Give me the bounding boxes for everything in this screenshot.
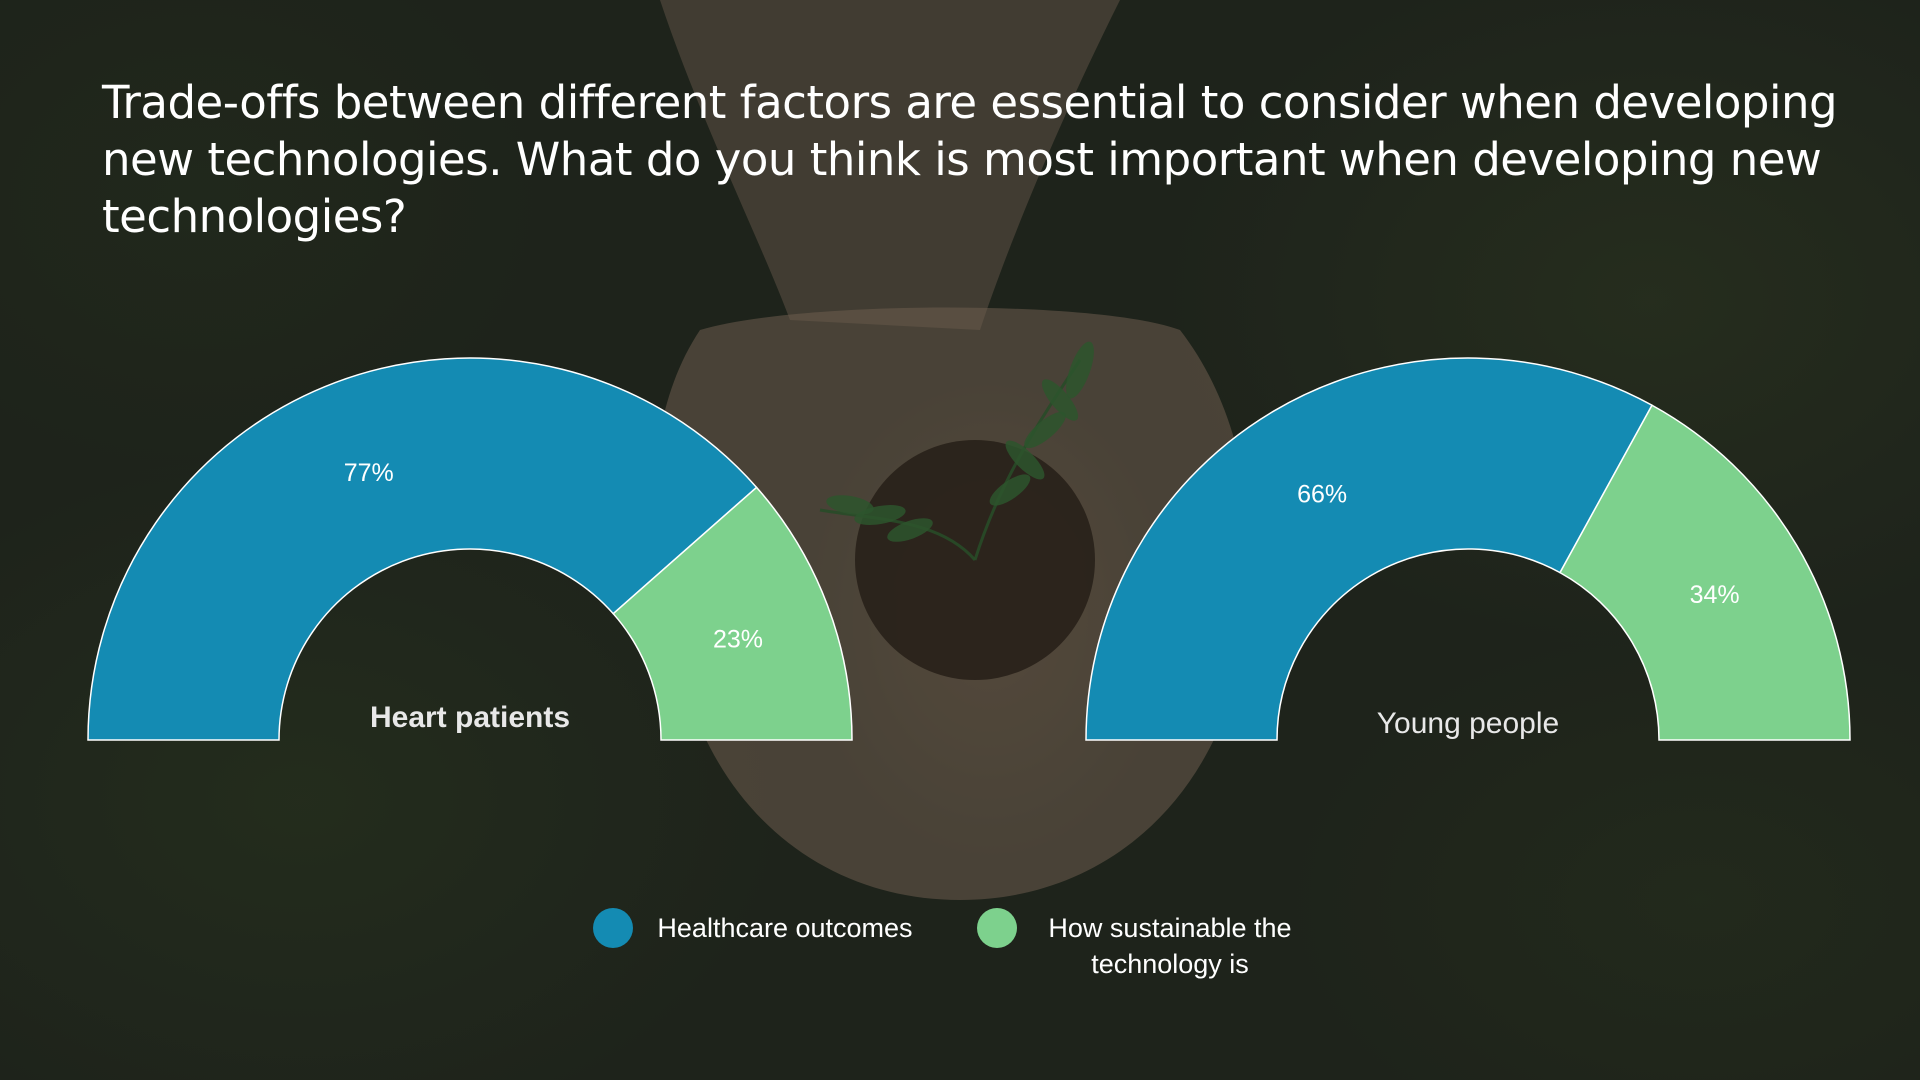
gauge-young-people-label-sustainable: 34%: [1690, 581, 1740, 609]
gauge-young-people-title: Young people: [1377, 707, 1559, 740]
gauge-heart-patients-title: Heart patients: [370, 701, 570, 734]
gauge-heart-patients-segment-healthcare: [87, 357, 758, 741]
gauge-young-people-segment-healthcare: [1085, 357, 1654, 741]
gauge-heart-patients-label-healthcare: 77%: [344, 459, 394, 487]
question-heading: Trade-offs between different factors are…: [102, 76, 1838, 243]
gauge-young-people-segment-sustainable: [1558, 404, 1851, 741]
gauge-heart-patients-label-sustainable: 23%: [713, 626, 763, 654]
gauge-heart-patients-segment-sustainable: [612, 486, 853, 741]
gauge-young-people-label-healthcare: 66%: [1297, 480, 1347, 508]
